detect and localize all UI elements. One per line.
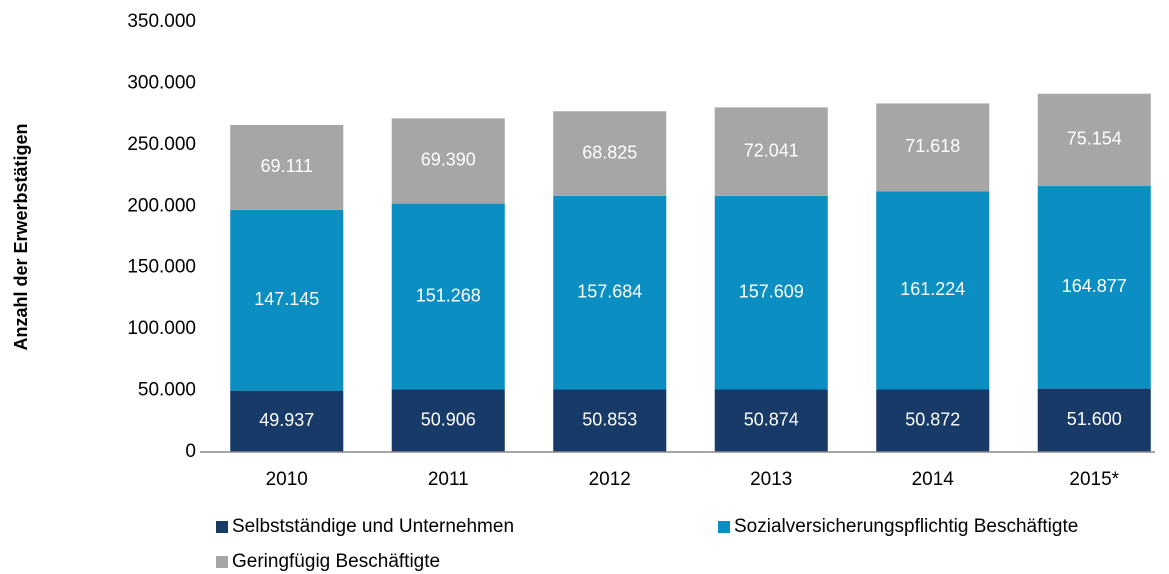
bar-segment <box>391 389 505 452</box>
x-tick-label: 2010 <box>266 469 308 490</box>
data-label: 69.390 <box>421 150 476 170</box>
data-label: 161.224 <box>900 279 965 299</box>
y-tick-label: 100.000 <box>127 318 196 339</box>
data-label: 50.906 <box>421 409 476 429</box>
bar-segment <box>230 124 344 210</box>
data-label: 71.618 <box>905 136 960 156</box>
y-tick-label: 300.000 <box>127 72 196 93</box>
bar-segment <box>714 195 828 390</box>
bar-segment <box>391 203 505 390</box>
legend-label: Sozialversicherungspflichtig Beschäftigt… <box>734 516 1078 537</box>
data-label: 51.600 <box>1067 409 1122 429</box>
x-tick-label: 2014 <box>912 469 955 490</box>
legend-label: Selbstständige und Unternehmen <box>232 516 514 537</box>
data-label: 69.111 <box>261 156 313 176</box>
data-label: 151.268 <box>416 285 481 305</box>
y-tick-label: 50.000 <box>138 380 196 401</box>
x-tick-label: 2012 <box>589 469 631 490</box>
data-label: 49.937 <box>259 410 314 430</box>
x-tick-label: 2013 <box>750 469 792 490</box>
bar-segment <box>714 107 828 196</box>
bar-segment <box>876 389 990 452</box>
bar-segment <box>714 389 828 452</box>
bar-segment <box>230 209 344 391</box>
legend-swatch <box>216 556 228 568</box>
y-tick-label: 350.000 <box>127 11 196 32</box>
bar-segment <box>876 103 990 192</box>
y-tick-label: 250.000 <box>127 134 196 155</box>
data-label: 68.825 <box>582 142 637 162</box>
data-label: 157.684 <box>577 281 642 301</box>
bar-segment <box>1037 388 1151 452</box>
bar-segment <box>876 191 990 390</box>
data-label: 72.041 <box>744 140 799 160</box>
data-label: 50.872 <box>905 410 960 430</box>
bar-segment <box>391 118 505 204</box>
data-label: 164.877 <box>1062 276 1127 296</box>
y-tick-label: 150.000 <box>127 257 196 278</box>
bar-segment <box>553 195 667 390</box>
bar-segment <box>553 389 667 452</box>
legend-swatch <box>718 521 730 533</box>
data-label: 157.609 <box>739 281 804 301</box>
bar-segment <box>553 111 667 196</box>
y-tick-label: 200.000 <box>127 195 196 216</box>
bar-segment <box>1037 93 1151 187</box>
y-tick-label: 0 <box>185 441 196 462</box>
y-axis-label: Anzahl der Erwerbstätigen <box>11 123 31 350</box>
x-tick-label: 2011 <box>428 469 469 490</box>
bar-segment <box>230 390 344 452</box>
legend-swatch <box>216 521 228 533</box>
x-tick-label: 2015* <box>1069 469 1119 490</box>
legend-label: Geringfügig Beschäftigte <box>232 551 440 572</box>
bar-segment <box>1037 186 1151 389</box>
data-label: 50.874 <box>744 409 799 429</box>
data-label: 147.145 <box>254 289 319 309</box>
data-label: 75.154 <box>1067 129 1122 149</box>
data-label: 50.853 <box>582 410 637 430</box>
